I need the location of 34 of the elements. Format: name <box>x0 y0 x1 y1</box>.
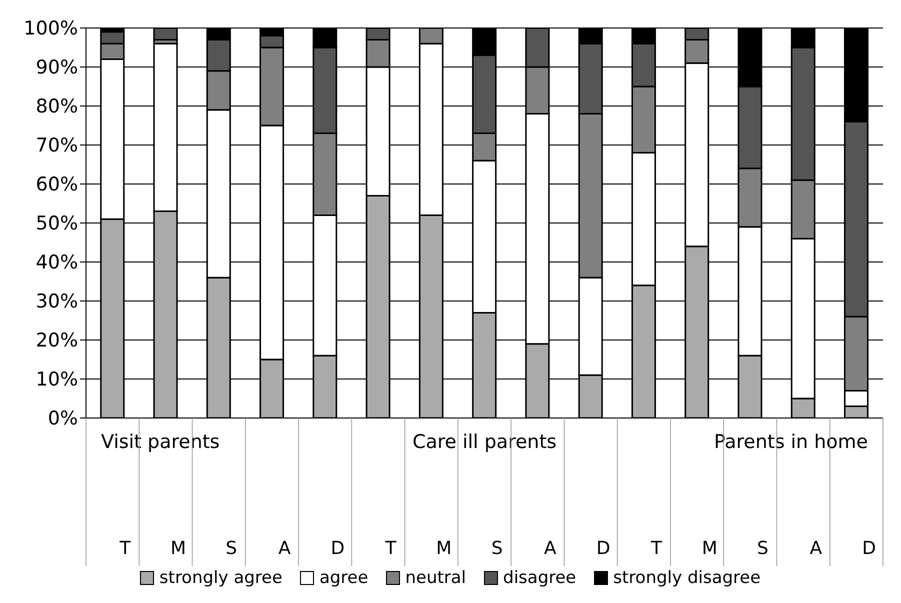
x-tick-label: T <box>118 538 132 559</box>
y-tick-label: 80% <box>36 96 78 118</box>
y-tick-label: 0% <box>48 408 78 430</box>
y-tick-label: 100% <box>24 18 78 40</box>
x-tick-label: S <box>226 538 238 559</box>
x-tick-label: T <box>384 538 398 559</box>
x-tick-label: S <box>491 538 503 559</box>
legend-label: neutral <box>404 568 466 588</box>
x-tick-label: A <box>278 538 292 559</box>
x-tick-label: T <box>650 538 663 559</box>
y-tick-label: 30% <box>36 290 78 313</box>
x-tick-label: A <box>544 538 558 559</box>
text: Parents in home <box>714 431 868 453</box>
y-tick-label: 10% <box>36 368 78 391</box>
x-tick-label: M <box>702 538 718 559</box>
y-tick-label: 20% <box>36 330 78 352</box>
x-tick-label: D <box>862 538 876 559</box>
x-tick-label: D <box>330 538 345 559</box>
y-tick-label: 50% <box>36 212 78 235</box>
y-tick-label: 60% <box>36 174 78 196</box>
legend-label: disagree <box>502 568 576 588</box>
legend-label: strongly agree <box>158 568 282 588</box>
y-tick-label: 40% <box>36 252 78 274</box>
legend-label: strongly disagree <box>612 568 761 588</box>
x-tick-label: S <box>757 538 768 559</box>
text: Visit parents <box>101 431 220 453</box>
y-tick-label: 70% <box>36 134 78 157</box>
x-tick-label: D <box>596 538 610 559</box>
x-tick-label: M <box>170 538 186 559</box>
x-tick-label: M <box>436 538 452 559</box>
x-tick-label: A <box>810 538 823 559</box>
legend-label: agree <box>318 568 368 588</box>
y-tick-label: 90% <box>36 56 78 79</box>
text: Care ill parents <box>412 431 557 453</box>
